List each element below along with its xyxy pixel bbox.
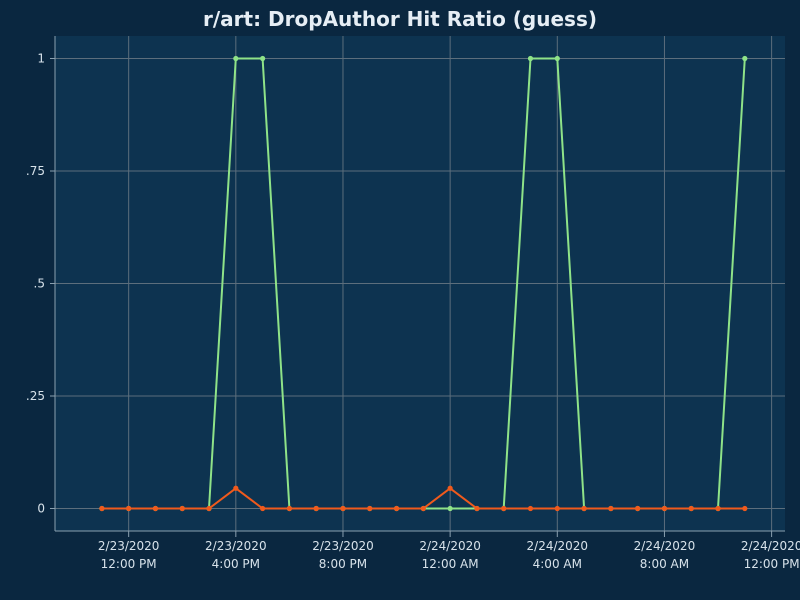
y-tick-label: .5 bbox=[34, 277, 45, 291]
x-tick-time-label: 4:00 AM bbox=[533, 557, 582, 571]
series-2-point bbox=[260, 505, 266, 512]
x-tick-time-label: 12:00 PM bbox=[101, 557, 157, 571]
series-1-point bbox=[260, 55, 266, 62]
y-tick-label: .25 bbox=[26, 389, 45, 403]
series-2-point bbox=[608, 505, 614, 512]
grid-lines bbox=[55, 36, 785, 531]
series-2-point bbox=[393, 505, 400, 512]
series-2-point bbox=[688, 505, 694, 512]
series-2-point bbox=[527, 505, 534, 512]
series-2 bbox=[99, 485, 748, 512]
series-2-point bbox=[420, 505, 426, 512]
y-axis-tick-labels: 0 .25 .5 .75 1 bbox=[26, 52, 45, 516]
series-2-point bbox=[233, 485, 239, 491]
series-2-point bbox=[206, 505, 212, 512]
x-tick-date-label: 2/24/2020 bbox=[419, 539, 481, 553]
series-2-point bbox=[367, 505, 373, 512]
x-tick-time-label: 4:00 PM bbox=[212, 557, 260, 571]
y-tick-label: .75 bbox=[26, 164, 45, 178]
series-2-point bbox=[742, 505, 748, 512]
x-axis-tick-labels: 2/23/2020 12:00 PM 2/23/2020 4:00 PM 2/23/20… bbox=[98, 539, 800, 571]
series-2-point bbox=[501, 505, 507, 512]
series-2-point bbox=[554, 505, 560, 512]
y-tick-label: 0 bbox=[37, 502, 45, 516]
series-1-point bbox=[527, 55, 534, 62]
axes bbox=[50, 36, 785, 537]
x-tick-time-label: 12:00 AM bbox=[422, 557, 479, 571]
x-tick-time-label: 12:00 PM bbox=[744, 557, 800, 571]
series-2-point bbox=[715, 505, 721, 512]
x-tick-date-label: 2/24/2020 bbox=[527, 539, 589, 553]
series-1-point bbox=[554, 55, 560, 62]
series-2-point bbox=[447, 485, 453, 491]
series-2-point bbox=[179, 505, 185, 512]
series-2-point bbox=[126, 505, 132, 512]
series-2-point bbox=[152, 505, 159, 512]
chart-title: r/art: DropAuthor Hit Ratio (guess) bbox=[203, 7, 597, 31]
series-lines bbox=[99, 55, 748, 512]
x-tick-date-label: 2/24/2020 bbox=[634, 539, 696, 553]
series-2-point bbox=[99, 505, 105, 512]
x-tick-date-label: 2/24/2020 bbox=[741, 539, 800, 553]
series-2-point bbox=[286, 505, 293, 512]
x-tick-date-label: 2/23/2020 bbox=[98, 539, 160, 553]
x-tick-date-label: 2/23/2020 bbox=[312, 539, 374, 553]
x-tick-time-label: 8:00 AM bbox=[640, 557, 689, 571]
series-2-point bbox=[340, 505, 346, 512]
series-1-point bbox=[233, 55, 239, 62]
series-1-point bbox=[447, 505, 453, 512]
series-2-point bbox=[635, 505, 641, 512]
series-2-point bbox=[661, 505, 668, 512]
x-tick-date-label: 2/23/2020 bbox=[205, 539, 267, 553]
series-1-point bbox=[742, 55, 748, 62]
x-tick-time-label: 8:00 PM bbox=[319, 557, 367, 571]
series-2-point bbox=[474, 505, 480, 512]
series-2-point bbox=[581, 505, 587, 512]
y-tick-label: 1 bbox=[37, 52, 45, 66]
series-2-point bbox=[313, 505, 319, 512]
